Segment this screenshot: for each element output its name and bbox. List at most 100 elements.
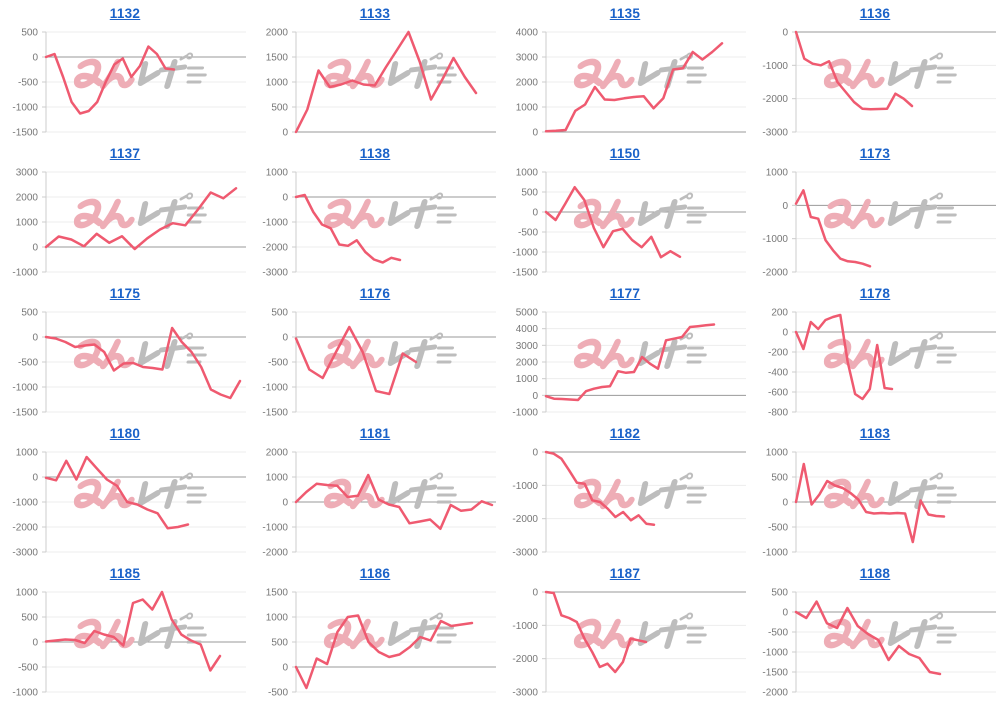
series-line	[544, 323, 716, 402]
y-tick-label: 0	[782, 28, 788, 39]
chart-title-link[interactable]: 1187	[609, 565, 641, 581]
y-tick-label: 2000	[266, 448, 289, 459]
chart-title-link[interactable]: 1186	[359, 565, 391, 581]
chart-title-link[interactable]: 1175	[109, 285, 141, 301]
series-line	[294, 30, 478, 134]
chart-title-link[interactable]: 1181	[359, 425, 391, 441]
chart-cell: 1137 3000 2000 1000 0 -1000	[0, 142, 250, 282]
chart-title-link[interactable]: 1185	[109, 565, 141, 581]
y-tick-label: 0	[782, 608, 788, 619]
watermark-logo	[573, 332, 707, 370]
y-tick-label: -500	[268, 358, 288, 369]
y-tick-label: 500	[21, 308, 38, 319]
chart-title-link[interactable]: 1176	[359, 285, 391, 301]
chart-title-link[interactable]: 1180	[109, 425, 141, 441]
y-tick-label: -800	[768, 408, 788, 419]
chart-title-link[interactable]: 1135	[609, 5, 641, 21]
y-tick-label: 1000	[16, 448, 39, 459]
chart-cell: 1176 500 0 -500 -1000 -1500	[250, 282, 500, 422]
y-tick-label: -600	[768, 388, 788, 399]
y-tick-label: -1000	[512, 621, 538, 632]
series-line	[294, 193, 402, 264]
y-tick-label: -1000	[512, 408, 538, 419]
line-chart: 1500 1000 500 0 -500	[266, 588, 496, 699]
chart-title-link[interactable]: 1173	[859, 145, 891, 161]
y-tick-label: -2000	[262, 548, 288, 559]
chart-title-link[interactable]: 1138	[359, 145, 391, 161]
series-line	[794, 462, 946, 544]
line-chart: 1000 500 0 -500 -1000 -1500	[512, 168, 746, 279]
y-tick-label: 4000	[516, 324, 539, 335]
y-tick-label: -1500	[762, 668, 788, 679]
line-chart: 2000 1000 0 -1000 -2000	[262, 448, 496, 559]
chart-title-link[interactable]: 1182	[609, 425, 641, 441]
chart-title-link[interactable]: 1132	[109, 5, 141, 21]
y-tick-label: -1000	[762, 548, 788, 559]
watermark-logo	[73, 332, 207, 370]
y-tick-label: -3000	[512, 548, 538, 559]
chart-title-link[interactable]: 1150	[609, 145, 641, 161]
y-tick-label: -200	[768, 348, 788, 359]
chart-title-link[interactable]: 1136	[859, 5, 891, 21]
y-tick-label: 1000	[266, 78, 289, 89]
line-chart: 1000 0 -1000 -2000 -3000	[262, 168, 496, 279]
y-tick-label: -2000	[512, 654, 538, 665]
chart-title-row: 1180	[0, 422, 250, 444]
watermark-logo	[73, 52, 207, 90]
line-chart: 1000 500 0 -500 -1000	[762, 448, 996, 559]
y-tick-label: -1000	[12, 383, 38, 394]
chart-title-link[interactable]: 1177	[609, 285, 641, 301]
y-tick-label: 200	[771, 308, 788, 319]
y-tick-label: -1000	[12, 103, 38, 114]
chart-cell: 1178 200 0 -200 -400 -600 -800	[750, 282, 1000, 422]
chart-cell: 1186 1500 1000 500 0 -500	[250, 562, 500, 702]
watermark-logo	[573, 612, 707, 650]
y-tick-label: -500	[268, 688, 288, 699]
y-tick-label: -1000	[762, 648, 788, 659]
y-tick-label: 0	[532, 588, 538, 599]
chart-title-link[interactable]: 1178	[859, 285, 891, 301]
chart-title-row: 1136	[750, 2, 1000, 24]
y-tick-label: 2000	[516, 78, 539, 89]
line-chart: 1000 0 -1000 -2000	[762, 168, 996, 279]
y-tick-label: 1000	[766, 448, 789, 459]
line-chart: 5000 4000 3000 2000 1000 0 -1000	[512, 308, 746, 419]
y-tick-label: 1000	[266, 613, 289, 624]
chart-title-link[interactable]: 1137	[109, 145, 141, 161]
series-line	[44, 45, 176, 115]
line-chart: 4000 3000 2000 1000 0	[516, 28, 746, 139]
watermark-logo	[323, 612, 457, 650]
watermark-logo	[823, 52, 957, 90]
watermark-logo	[823, 472, 957, 510]
line-chart: 500 0 -500 -1000 -1500 -2000	[762, 588, 996, 699]
series-line	[44, 326, 242, 400]
y-tick-label: 1000	[516, 168, 539, 179]
series-line	[794, 600, 942, 676]
y-tick-label: 0	[282, 193, 288, 204]
watermark-logo	[73, 472, 207, 510]
line-chart: 200 0 -200 -400 -600 -800	[768, 308, 996, 419]
series-line	[794, 189, 872, 268]
y-tick-label: -1500	[512, 268, 538, 279]
y-tick-label: 1000	[766, 168, 789, 179]
chart-cell: 1181 2000 1000 0 -1000 -2000	[250, 422, 500, 562]
y-tick-label: 3000	[516, 53, 539, 64]
y-tick-label: -1000	[12, 268, 38, 279]
y-tick-label: -3000	[12, 548, 38, 559]
y-tick-label: -1500	[12, 408, 38, 419]
chart-title-link[interactable]: 1183	[859, 425, 891, 441]
y-tick-label: 1000	[266, 473, 289, 484]
series-line	[544, 450, 656, 526]
chart-title-link[interactable]: 1188	[859, 565, 891, 581]
series-line	[44, 187, 238, 251]
y-tick-label: 2000	[266, 28, 289, 39]
y-tick-label: 0	[32, 638, 38, 649]
chart-title-link[interactable]: 1133	[359, 5, 391, 21]
y-tick-label: 0	[532, 448, 538, 459]
y-tick-label: -2000	[12, 523, 38, 534]
y-tick-label: 1000	[266, 168, 289, 179]
y-tick-label: -1000	[12, 498, 38, 509]
y-tick-label: -3000	[762, 128, 788, 139]
series-line	[294, 473, 494, 531]
y-tick-label: 1000	[16, 218, 39, 229]
